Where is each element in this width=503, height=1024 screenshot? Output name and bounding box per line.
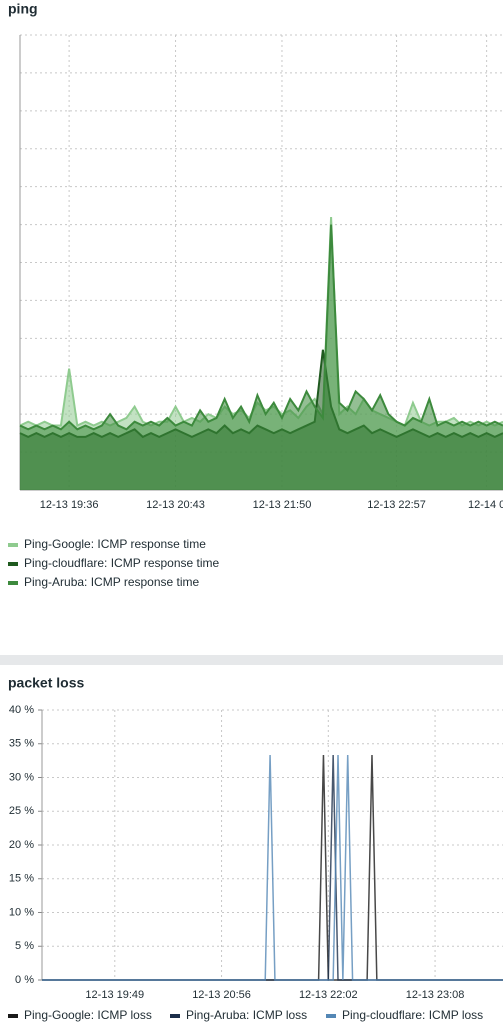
legend-swatch bbox=[170, 1014, 180, 1018]
y-tick-label: 25 % bbox=[9, 805, 34, 817]
y-tick-label: 10 % bbox=[9, 906, 34, 918]
x-tick-label: 12-13 23:08 bbox=[406, 989, 465, 1001]
y-tick-label: 20 % bbox=[9, 839, 34, 851]
legend-swatch bbox=[8, 543, 18, 547]
legend-swatch bbox=[8, 1014, 18, 1018]
legend-swatch bbox=[8, 581, 18, 585]
y-tick-label: 40 % bbox=[9, 704, 34, 716]
x-tick-label: 12-13 22:57 bbox=[367, 499, 426, 511]
y-tick-label: 0 % bbox=[15, 974, 34, 986]
chart-title: ping bbox=[8, 1, 38, 17]
x-tick-label: 12-13 21:50 bbox=[253, 499, 312, 511]
x-tick-label: 12-13 22:02 bbox=[299, 989, 358, 1001]
legend-swatch bbox=[8, 562, 18, 566]
y-tick-label: 15 % bbox=[9, 873, 34, 885]
x-tick-label: 12-13 19:36 bbox=[40, 499, 99, 511]
chart-title: packet loss bbox=[8, 675, 84, 691]
y-tick-label: 35 % bbox=[9, 738, 34, 750]
legend-label: Ping-cloudflare: ICMP loss bbox=[342, 1008, 483, 1022]
x-tick-label: 12-13 20:43 bbox=[146, 499, 205, 511]
x-tick-label: 12-14 0 bbox=[468, 499, 503, 511]
legend-label: Ping-Aruba: ICMP loss bbox=[186, 1008, 307, 1022]
series-line bbox=[19, 216, 503, 428]
x-tick-label: 12-13 19:49 bbox=[85, 989, 144, 1001]
x-tick-label: 12-13 20:56 bbox=[192, 989, 251, 1001]
legend-label: Ping-Google: ICMP response time bbox=[24, 537, 206, 551]
legend-label: Ping-Google: ICMP loss bbox=[24, 1008, 152, 1022]
separator bbox=[0, 655, 503, 665]
y-tick-label: 5 % bbox=[15, 940, 34, 952]
legend-swatch bbox=[326, 1014, 336, 1018]
series-area bbox=[20, 224, 503, 491]
y-tick-label: 30 % bbox=[9, 771, 34, 783]
series-line bbox=[19, 224, 503, 431]
series-line bbox=[42, 755, 503, 981]
legend-label: Ping-Aruba: ICMP response time bbox=[24, 575, 200, 589]
legend-label: Ping-cloudflare: ICMP response time bbox=[24, 556, 220, 570]
